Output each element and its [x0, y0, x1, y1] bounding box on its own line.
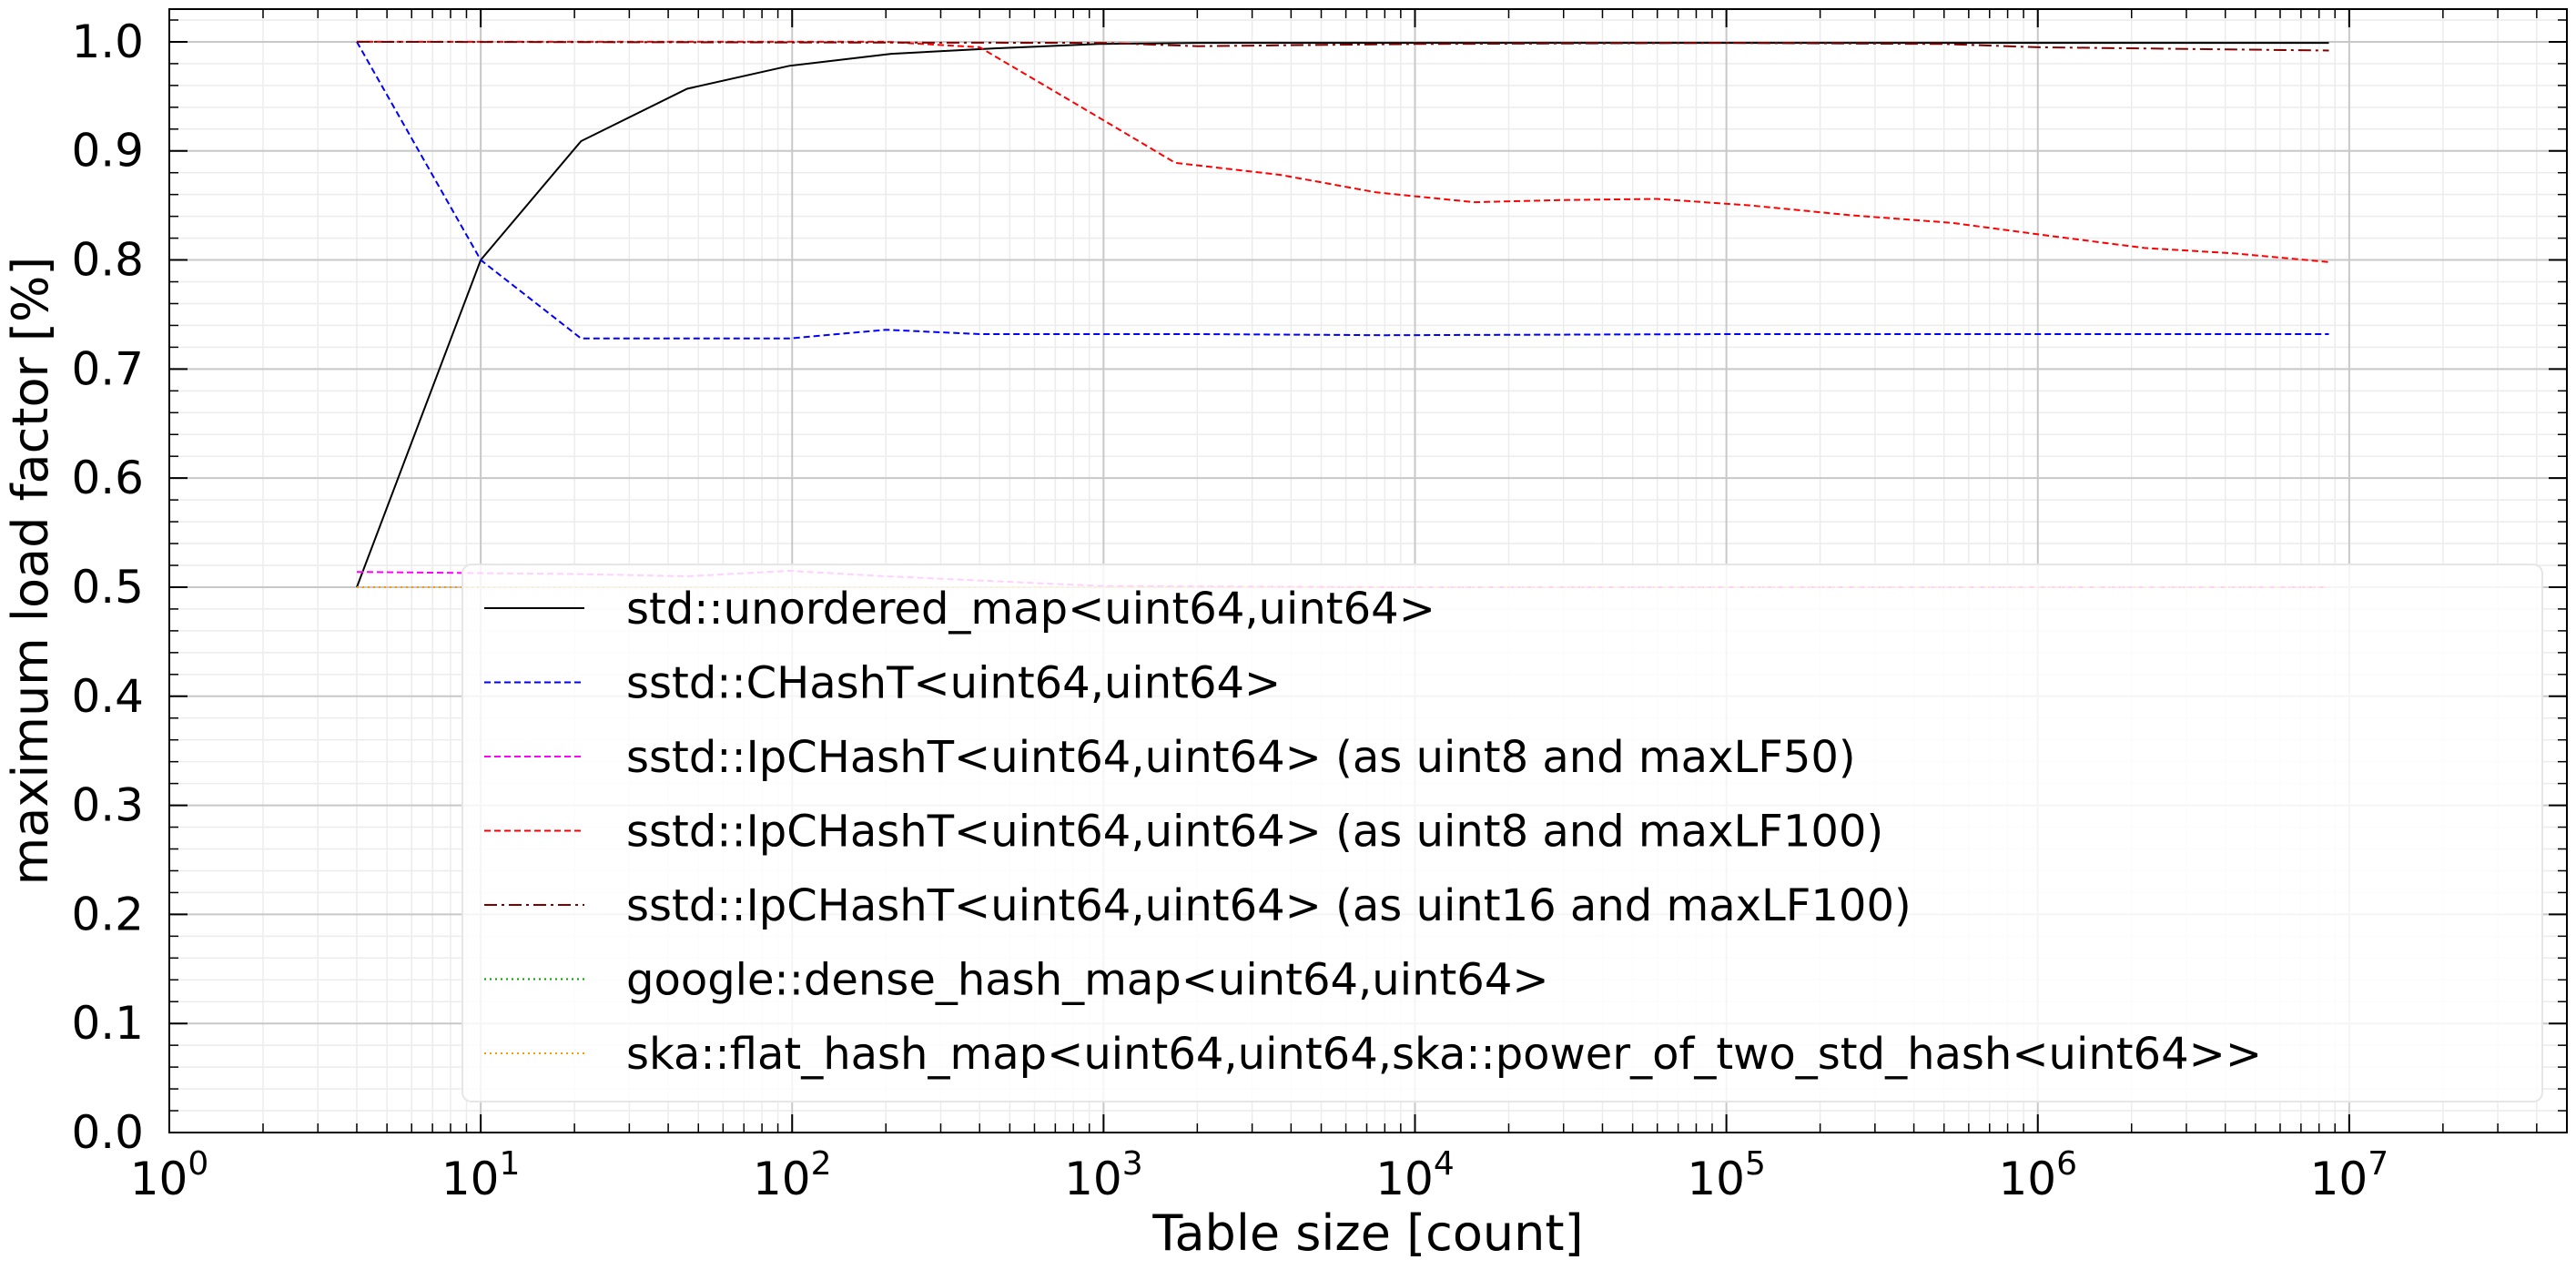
y-tick-label: 0.2 — [71, 888, 144, 940]
y-tick-label: 0.5 — [71, 561, 144, 614]
x-axis-label: Table size [count] — [1151, 1204, 1583, 1262]
legend-label-2: sstd::CHashT<uint64,uint64> — [626, 658, 1281, 709]
plot-frame — [168, 8, 2568, 1133]
axis-ticks — [168, 9, 2568, 1133]
legend-label-4: sstd::IpCHashT<uint64,uint64> (as uint8 … — [626, 807, 1883, 858]
legend-label-1: std::unordered_map<uint64,uint64> — [626, 584, 1435, 635]
x-tick-label: 106 — [1998, 1145, 2077, 1205]
y-tick-label: 0.0 — [71, 1106, 144, 1159]
x-tick-labels: 100 101 102 103 104 105 106 107 — [130, 1145, 2388, 1205]
y-tick-label: 1.0 — [71, 15, 144, 68]
x-tick-label: 103 — [1064, 1145, 1143, 1205]
legend: std::unordered_map<uint64,uint64>sstd::C… — [461, 564, 2543, 1102]
y-tick-label: 0.3 — [71, 779, 144, 832]
legend-label-6: google::dense_hash_map<uint64,uint64> — [626, 955, 1549, 1006]
series-line-2 — [356, 41, 2329, 340]
x-tick-label: 100 — [130, 1145, 209, 1205]
x-tick-label: 102 — [753, 1145, 832, 1205]
series-line-5 — [356, 40, 2329, 52]
x-tick-label: 105 — [1687, 1145, 1766, 1205]
y-tick-label: 0.7 — [71, 342, 144, 395]
x-tick-label: 104 — [1375, 1145, 1455, 1205]
legend-label-5: sstd::IpCHashT<uint64,uint64> (as uint16… — [626, 880, 1912, 931]
y-tick-label: 0.4 — [71, 670, 144, 723]
legend-label-3: sstd::IpCHashT<uint64,uint64> (as uint8 … — [626, 732, 1856, 783]
legend-box — [461, 564, 2543, 1102]
y-tick-label: 0.9 — [71, 125, 144, 178]
y-tick-labels: 0.0 0.1 0.2 0.3 0.4 0.5 0.6 0.7 0.8 0.9 1.0 — [71, 15, 144, 1159]
y-tick-label: 0.8 — [71, 234, 144, 287]
y-tick-label: 0.6 — [71, 452, 144, 504]
y-tick-label: 0.1 — [71, 997, 144, 1050]
x-tick-label: 107 — [2310, 1145, 2389, 1205]
x-tick-label: 101 — [441, 1145, 521, 1205]
y-axis-label: maximum load factor [%] — [2, 257, 59, 886]
legend-label-7: ska::flat_hash_map<uint64,uint64,ska::po… — [626, 1029, 2262, 1080]
series-line-4 — [357, 40, 2329, 263]
